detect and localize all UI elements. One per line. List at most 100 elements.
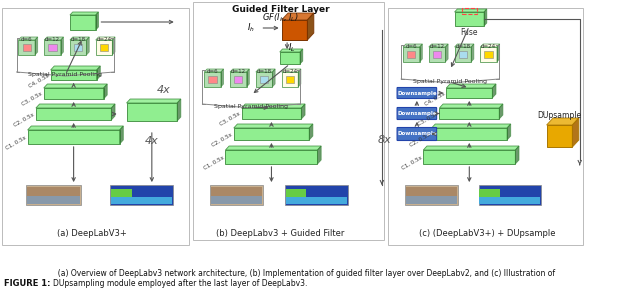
FancyBboxPatch shape	[111, 185, 173, 205]
Polygon shape	[420, 44, 422, 62]
Polygon shape	[282, 13, 314, 20]
Text: $I_L$: $I_L$	[288, 42, 296, 55]
Polygon shape	[48, 44, 56, 51]
Polygon shape	[96, 12, 99, 30]
Polygon shape	[454, 44, 474, 47]
Text: C3, 0.5x: C3, 0.5x	[417, 111, 439, 127]
Polygon shape	[36, 108, 111, 120]
Polygon shape	[230, 72, 246, 87]
Polygon shape	[234, 124, 313, 128]
Polygon shape	[317, 146, 321, 164]
FancyBboxPatch shape	[388, 8, 584, 245]
Polygon shape	[309, 124, 313, 140]
Polygon shape	[234, 76, 243, 83]
Text: GF($I_h$, $I_L$): GF($I_h$, $I_L$)	[262, 12, 299, 24]
FancyBboxPatch shape	[286, 197, 347, 204]
Polygon shape	[104, 84, 108, 99]
Polygon shape	[300, 49, 303, 64]
Polygon shape	[127, 103, 177, 121]
Polygon shape	[44, 84, 108, 88]
Polygon shape	[298, 69, 301, 87]
Text: d=18: d=18	[70, 37, 86, 42]
Polygon shape	[492, 84, 496, 98]
Text: C2, 0.5x: C2, 0.5x	[13, 112, 35, 127]
Text: d=6: d=6	[21, 37, 33, 42]
Polygon shape	[127, 99, 181, 103]
Polygon shape	[100, 44, 108, 51]
Text: FIGURE 1:: FIGURE 1:	[4, 279, 50, 288]
Text: d=6: d=6	[406, 44, 417, 49]
Polygon shape	[547, 118, 579, 125]
Text: C1, 0.5x: C1, 0.5x	[5, 135, 27, 150]
FancyBboxPatch shape	[211, 187, 262, 196]
Text: d=6: d=6	[207, 69, 218, 74]
FancyBboxPatch shape	[479, 197, 540, 204]
FancyBboxPatch shape	[211, 196, 262, 204]
Polygon shape	[70, 40, 86, 55]
Polygon shape	[446, 84, 496, 88]
Polygon shape	[423, 150, 515, 164]
Polygon shape	[471, 44, 474, 62]
Text: DUpsample: DUpsample	[538, 111, 582, 120]
Text: C2, 0.5x: C2, 0.5x	[211, 132, 233, 148]
Polygon shape	[19, 40, 35, 55]
Polygon shape	[481, 47, 497, 62]
FancyBboxPatch shape	[210, 185, 263, 205]
Polygon shape	[454, 9, 487, 12]
Polygon shape	[44, 37, 63, 40]
Polygon shape	[280, 52, 300, 64]
Text: Spatial Pyramid Pooling: Spatial Pyramid Pooling	[413, 79, 487, 84]
Polygon shape	[70, 15, 96, 30]
Polygon shape	[260, 76, 268, 83]
Polygon shape	[429, 47, 445, 62]
Text: C2, 0.5x: C2, 0.5x	[409, 132, 431, 148]
Polygon shape	[86, 37, 89, 55]
Polygon shape	[225, 146, 321, 150]
Polygon shape	[241, 108, 301, 119]
Polygon shape	[431, 128, 507, 140]
Text: C1, 0.5x: C1, 0.5x	[203, 155, 225, 171]
Polygon shape	[515, 146, 519, 164]
Polygon shape	[440, 104, 503, 108]
Polygon shape	[403, 47, 420, 62]
Text: d=18: d=18	[455, 44, 470, 49]
Polygon shape	[22, 44, 31, 51]
Polygon shape	[301, 104, 305, 119]
Polygon shape	[446, 88, 492, 98]
Text: 4x: 4x	[157, 85, 171, 95]
Polygon shape	[484, 9, 487, 26]
Polygon shape	[454, 47, 471, 62]
Polygon shape	[241, 104, 305, 108]
Text: Fuse: Fuse	[461, 28, 478, 37]
Text: 8x: 8x	[378, 135, 392, 145]
Polygon shape	[221, 69, 223, 87]
Text: d=24: d=24	[481, 44, 496, 49]
FancyBboxPatch shape	[406, 196, 458, 204]
Polygon shape	[307, 13, 314, 40]
Polygon shape	[572, 118, 579, 147]
Polygon shape	[246, 69, 250, 87]
FancyBboxPatch shape	[27, 187, 80, 196]
Polygon shape	[282, 72, 298, 87]
Polygon shape	[36, 104, 115, 108]
Text: (b) DeepLabv3 + Guided Filter: (b) DeepLabv3 + Guided Filter	[216, 229, 345, 238]
FancyBboxPatch shape	[26, 185, 81, 205]
FancyBboxPatch shape	[397, 127, 436, 140]
Polygon shape	[51, 70, 97, 80]
Text: Spatial Pyramid Pooling: Spatial Pyramid Pooling	[28, 72, 102, 77]
Polygon shape	[225, 150, 317, 164]
Text: d=12: d=12	[45, 37, 60, 42]
Polygon shape	[273, 69, 275, 87]
FancyBboxPatch shape	[406, 187, 458, 196]
FancyBboxPatch shape	[193, 2, 384, 240]
Text: C3, 0.5x: C3, 0.5x	[219, 111, 241, 127]
Text: Guided Filter Layer: Guided Filter Layer	[232, 5, 330, 14]
Polygon shape	[431, 124, 511, 128]
FancyBboxPatch shape	[111, 189, 132, 197]
Text: C3, 0.5x: C3, 0.5x	[21, 91, 43, 107]
Polygon shape	[96, 40, 112, 55]
Polygon shape	[44, 40, 61, 55]
Polygon shape	[423, 146, 519, 150]
FancyBboxPatch shape	[27, 196, 80, 204]
Text: d=24: d=24	[97, 37, 111, 42]
